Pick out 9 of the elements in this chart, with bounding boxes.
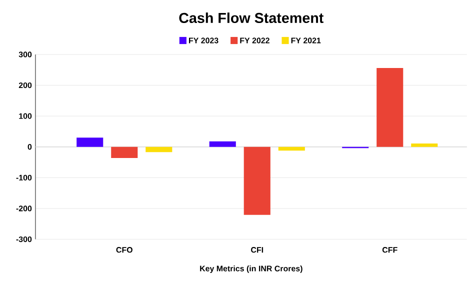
chart-title: Cash Flow Statement xyxy=(179,12,324,23)
bar xyxy=(376,68,404,147)
bar xyxy=(278,146,305,150)
bar xyxy=(411,143,438,147)
bar xyxy=(146,146,172,152)
bar xyxy=(244,146,270,215)
bar xyxy=(111,146,138,158)
bar xyxy=(76,138,104,147)
bar xyxy=(209,141,236,147)
